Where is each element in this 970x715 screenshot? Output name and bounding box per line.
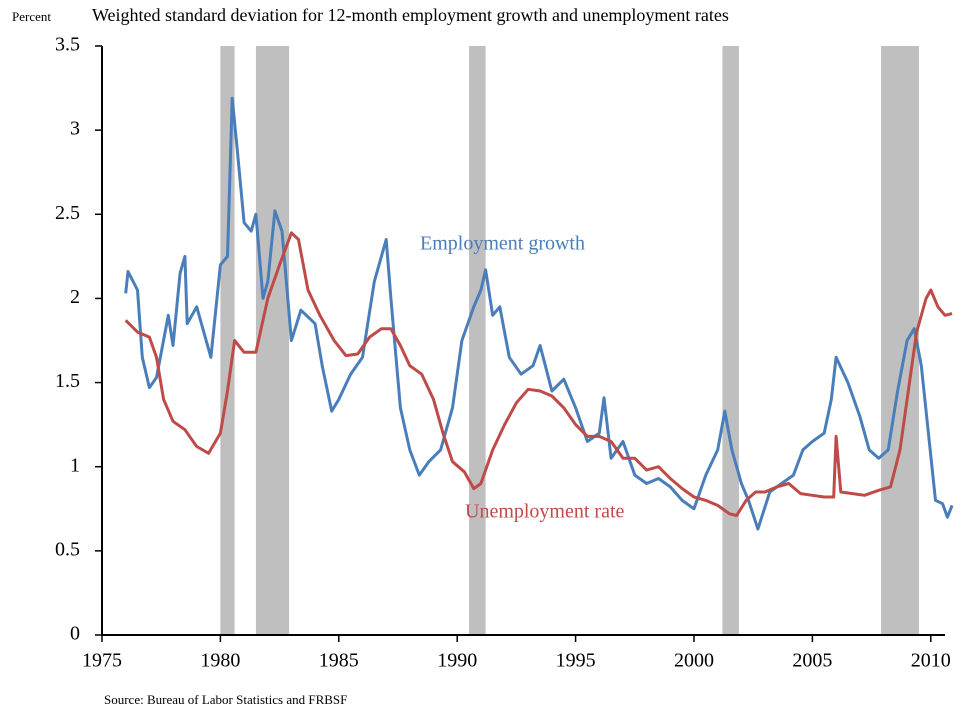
x-tick-label: 2005 — [792, 650, 832, 672]
y-tick-label: 3 — [70, 118, 80, 140]
x-tick-label: 1975 — [82, 650, 122, 672]
series-label: Employment growth — [420, 233, 585, 255]
x-tick-label: 1980 — [200, 650, 240, 672]
recession-band — [220, 46, 235, 635]
series-label: Unemployment rate — [465, 501, 625, 523]
x-tick-label: 1995 — [556, 650, 596, 672]
x-tick-label: 1990 — [437, 650, 477, 672]
y-tick-label: 1 — [70, 454, 80, 476]
x-tick-label: 1985 — [319, 650, 359, 672]
recession-band — [722, 46, 739, 635]
y-tick-label: 2.5 — [55, 202, 80, 224]
x-tick-label: 2000 — [674, 650, 714, 672]
chart-title: Weighted standard deviation for 12-month… — [92, 5, 729, 25]
recession-band — [469, 46, 486, 635]
recession-band — [255, 46, 290, 635]
series-line — [124, 231, 953, 517]
y-tick-label: 0 — [70, 623, 80, 645]
source-note: Source: Bureau of Labor Statistics and F… — [104, 692, 347, 707]
y-axis-label: Percent — [12, 9, 51, 24]
y-tick-label: 1.5 — [55, 370, 80, 392]
y-tick-label: 2 — [70, 286, 80, 308]
series-line — [124, 96, 954, 531]
recession-band — [881, 46, 919, 635]
y-tick-label: 3.5 — [55, 34, 80, 56]
x-tick-label: 2010 — [911, 650, 951, 672]
y-tick-label: 0.5 — [55, 538, 80, 560]
